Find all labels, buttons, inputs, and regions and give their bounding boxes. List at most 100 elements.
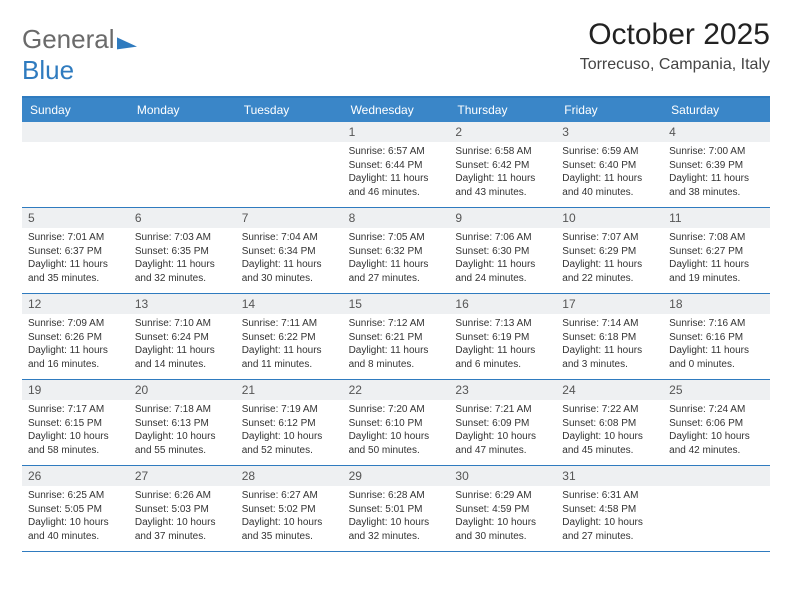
day-number: 10 bbox=[556, 208, 663, 228]
info-line: and 43 minutes. bbox=[455, 186, 550, 200]
info-line: and 16 minutes. bbox=[28, 358, 123, 372]
info-line: Sunset: 6:39 PM bbox=[669, 159, 764, 173]
day-info: Sunrise: 7:22 AMSunset: 6:08 PMDaylight:… bbox=[562, 403, 657, 457]
day-number: 2 bbox=[449, 122, 556, 142]
info-line: Sunset: 6:18 PM bbox=[562, 331, 657, 345]
calendar-cell: 7Sunrise: 7:04 AMSunset: 6:34 PMDaylight… bbox=[236, 208, 343, 293]
day-number: 14 bbox=[236, 294, 343, 314]
info-line: and 27 minutes. bbox=[562, 530, 657, 544]
info-line: Daylight: 11 hours bbox=[135, 344, 230, 358]
day-info: Sunrise: 6:26 AMSunset: 5:03 PMDaylight:… bbox=[135, 489, 230, 543]
page-title: October 2025 bbox=[580, 18, 770, 52]
info-line: Sunrise: 7:13 AM bbox=[455, 317, 550, 331]
info-line: Sunset: 6:16 PM bbox=[669, 331, 764, 345]
info-line: Sunrise: 7:03 AM bbox=[135, 231, 230, 245]
calendar-week: 26 Sunrise: 6:25 AMSunset: 5:05 PMDayligh… bbox=[22, 466, 770, 552]
dow-thu: Thursday bbox=[449, 98, 556, 122]
info-line: Sunrise: 7:04 AM bbox=[242, 231, 337, 245]
info-line: Sunrise: 7:20 AM bbox=[349, 403, 444, 417]
info-line: Sunset: 6:09 PM bbox=[455, 417, 550, 431]
info-line: Daylight: 10 hours bbox=[242, 430, 337, 444]
info-line: Daylight: 10 hours bbox=[455, 430, 550, 444]
info-line: Sunrise: 7:00 AM bbox=[669, 145, 764, 159]
day-number: 22 bbox=[343, 380, 450, 400]
info-line: and 38 minutes. bbox=[669, 186, 764, 200]
info-line: Daylight: 11 hours bbox=[562, 172, 657, 186]
day-info: Sunrise: 7:06 AMSunset: 6:30 PMDaylight:… bbox=[455, 231, 550, 285]
day-info: Sunrise: 7:05 AMSunset: 6:32 PMDaylight:… bbox=[349, 231, 444, 285]
calendar-week: 12Sunrise: 7:09 AMSunset: 6:26 PMDayligh… bbox=[22, 294, 770, 380]
calendar-cell: 8 Sunrise: 7:05 AMSunset: 6:32 PMDaylight… bbox=[343, 208, 450, 293]
info-line: Daylight: 10 hours bbox=[28, 516, 123, 530]
day-info: Sunrise: 7:10 AMSunset: 6:24 PMDaylight:… bbox=[135, 317, 230, 371]
info-line: Sunset: 6:37 PM bbox=[28, 245, 123, 259]
day-info: Sunrise: 7:13 AMSunset: 6:19 PMDaylight:… bbox=[455, 317, 550, 371]
info-line: Sunset: 4:58 PM bbox=[562, 503, 657, 517]
day-info: Sunrise: 7:04 AMSunset: 6:34 PMDaylight:… bbox=[242, 231, 337, 285]
title-block: October 2025 Torrecuso, Campania, Italy bbox=[580, 18, 770, 74]
info-line: and 35 minutes. bbox=[28, 272, 123, 286]
info-line: Daylight: 10 hours bbox=[562, 516, 657, 530]
info-line: Sunrise: 6:29 AM bbox=[455, 489, 550, 503]
info-line: Sunrise: 7:10 AM bbox=[135, 317, 230, 331]
day-info: Sunrise: 7:08 AMSunset: 6:27 PMDaylight:… bbox=[669, 231, 764, 285]
day-number: 16 bbox=[449, 294, 556, 314]
info-line: and 40 minutes. bbox=[28, 530, 123, 544]
day-info: Sunrise: 6:25 AMSunset: 5:05 PMDaylight:… bbox=[28, 489, 123, 543]
dow-sun: Sunday bbox=[22, 98, 129, 122]
day-number: 5 bbox=[22, 208, 129, 228]
day-number: 21 bbox=[236, 380, 343, 400]
info-line: Daylight: 11 hours bbox=[242, 258, 337, 272]
info-line: Sunset: 6:22 PM bbox=[242, 331, 337, 345]
info-line: and 55 minutes. bbox=[135, 444, 230, 458]
info-line: Sunrise: 7:07 AM bbox=[562, 231, 657, 245]
calendar-cell: 17Sunrise: 7:14 AMSunset: 6:18 PMDayligh… bbox=[556, 294, 663, 379]
info-line: Sunrise: 7:09 AM bbox=[28, 317, 123, 331]
day-number: 28 bbox=[236, 466, 343, 486]
day-number: 4 bbox=[663, 122, 770, 142]
day-number: 26 bbox=[22, 466, 129, 486]
calendar-cell: . bbox=[663, 466, 770, 551]
info-line: Daylight: 11 hours bbox=[562, 258, 657, 272]
info-line: Sunrise: 6:59 AM bbox=[562, 145, 657, 159]
info-line: Sunset: 6:15 PM bbox=[28, 417, 123, 431]
info-line: Daylight: 10 hours bbox=[349, 516, 444, 530]
info-line: and 47 minutes. bbox=[455, 444, 550, 458]
day-number: 31 bbox=[556, 466, 663, 486]
info-line: Sunset: 6:12 PM bbox=[242, 417, 337, 431]
calendar-cell: 5Sunrise: 7:01 AMSunset: 6:37 PMDaylight… bbox=[22, 208, 129, 293]
info-line: and 19 minutes. bbox=[669, 272, 764, 286]
day-info: Sunrise: 7:07 AMSunset: 6:29 PMDaylight:… bbox=[562, 231, 657, 285]
day-number: 6 bbox=[129, 208, 236, 228]
calendar-cell: 3Sunrise: 6:59 AMSunset: 6:40 PMDaylight… bbox=[556, 122, 663, 207]
day-info: Sunrise: 7:19 AMSunset: 6:12 PMDaylight:… bbox=[242, 403, 337, 457]
day-number: . bbox=[129, 122, 236, 142]
info-line: Sunrise: 7:18 AM bbox=[135, 403, 230, 417]
info-line: Sunset: 5:02 PM bbox=[242, 503, 337, 517]
day-number: 8 bbox=[343, 208, 450, 228]
info-line: and 37 minutes. bbox=[135, 530, 230, 544]
info-line: Sunrise: 6:57 AM bbox=[349, 145, 444, 159]
info-line: and 14 minutes. bbox=[135, 358, 230, 372]
day-info: Sunrise: 6:28 AMSunset: 5:01 PMDaylight:… bbox=[349, 489, 444, 543]
dow-mon: Monday bbox=[129, 98, 236, 122]
info-line: Daylight: 11 hours bbox=[455, 258, 550, 272]
dow-wed: Wednesday bbox=[343, 98, 450, 122]
day-number: 19 bbox=[22, 380, 129, 400]
info-line: Sunrise: 7:12 AM bbox=[349, 317, 444, 331]
info-line: Sunset: 5:03 PM bbox=[135, 503, 230, 517]
info-line: Sunrise: 7:22 AM bbox=[562, 403, 657, 417]
logo: General Blue bbox=[22, 18, 137, 86]
info-line: Daylight: 10 hours bbox=[135, 516, 230, 530]
info-line: and 11 minutes. bbox=[242, 358, 337, 372]
day-number: 13 bbox=[129, 294, 236, 314]
calendar-cell: 28Sunrise: 6:27 AMSunset: 5:02 PMDayligh… bbox=[236, 466, 343, 551]
calendar-cell: 1Sunrise: 6:57 AMSunset: 6:44 PMDaylight… bbox=[343, 122, 450, 207]
info-line: and 0 minutes. bbox=[669, 358, 764, 372]
info-line: and 32 minutes. bbox=[349, 530, 444, 544]
day-info: Sunrise: 7:20 AMSunset: 6:10 PMDaylight:… bbox=[349, 403, 444, 457]
calendar-cell: 29Sunrise: 6:28 AMSunset: 5:01 PMDayligh… bbox=[343, 466, 450, 551]
calendar-week: 19Sunrise: 7:17 AMSunset: 6:15 PMDayligh… bbox=[22, 380, 770, 466]
calendar-cell: 26 Sunrise: 6:25 AMSunset: 5:05 PMDayligh… bbox=[22, 466, 129, 551]
day-number: 9 bbox=[449, 208, 556, 228]
